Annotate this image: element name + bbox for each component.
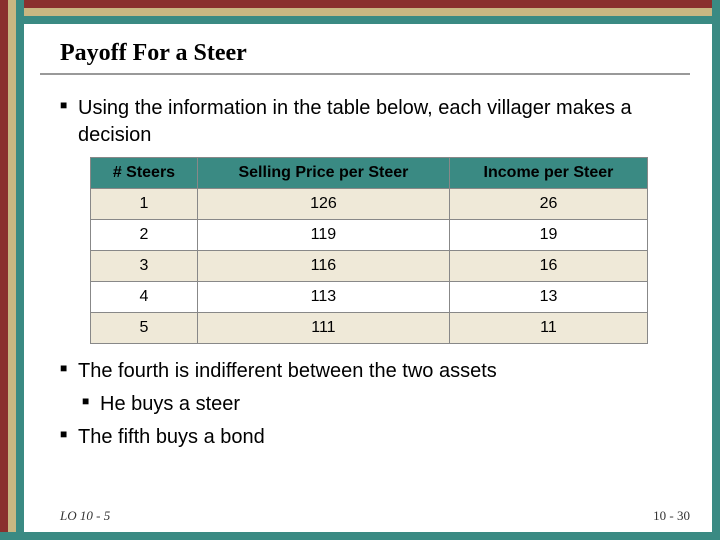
table-row: 311616: [91, 251, 648, 282]
table-cell: 119: [197, 220, 449, 251]
border-right-teal: [712, 0, 720, 540]
table-cell: 2: [91, 220, 198, 251]
table-header-cell: Income per Steer: [449, 158, 647, 189]
table-cell: 16: [449, 251, 647, 282]
table-cell: 3: [91, 251, 198, 282]
table-header-cell: Selling Price per Steer: [197, 158, 449, 189]
bullet-item: The fifth buys a bond: [60, 424, 680, 451]
table-cell: 5: [91, 313, 198, 344]
border-left-tan: [8, 0, 16, 540]
table-cell: 113: [197, 282, 449, 313]
bullet-item: He buys a steer: [60, 391, 680, 418]
table-cell: 26: [449, 189, 647, 220]
title-underline: [40, 73, 690, 75]
footer-right: 10 - 30: [653, 508, 690, 524]
bullet-item: The fourth is indifferent between the tw…: [60, 358, 680, 385]
footer-left: LO 10 - 5: [60, 508, 110, 524]
table-row: 411313: [91, 282, 648, 313]
payoff-table: # SteersSelling Price per SteerIncome pe…: [90, 157, 648, 344]
slide-content: Payoff For a Steer Using the information…: [60, 40, 680, 510]
table-cell: 11: [449, 313, 647, 344]
border-bottom-teal: [0, 532, 720, 540]
table-row: 112626: [91, 189, 648, 220]
border-top-tan: [0, 8, 720, 16]
table-cell: 111: [197, 313, 449, 344]
table-cell: 19: [449, 220, 647, 251]
table-cell: 1: [91, 189, 198, 220]
table-cell: 126: [197, 189, 449, 220]
border-top-teal: [0, 16, 720, 24]
table-cell: 116: [197, 251, 449, 282]
bullets-bottom: The fourth is indifferent between the tw…: [60, 358, 680, 451]
bullets-top: Using the information in the table below…: [60, 95, 680, 149]
table-cell: 13: [449, 282, 647, 313]
border-left-maroon: [0, 0, 8, 540]
table-row: 511111: [91, 313, 648, 344]
table-cell: 4: [91, 282, 198, 313]
slide-title: Payoff For a Steer: [60, 40, 680, 67]
border-left-teal: [16, 0, 24, 540]
border-top-maroon: [0, 0, 720, 8]
table-header-cell: # Steers: [91, 158, 198, 189]
table-row: 211919: [91, 220, 648, 251]
bullet-item: Using the information in the table below…: [60, 95, 680, 149]
